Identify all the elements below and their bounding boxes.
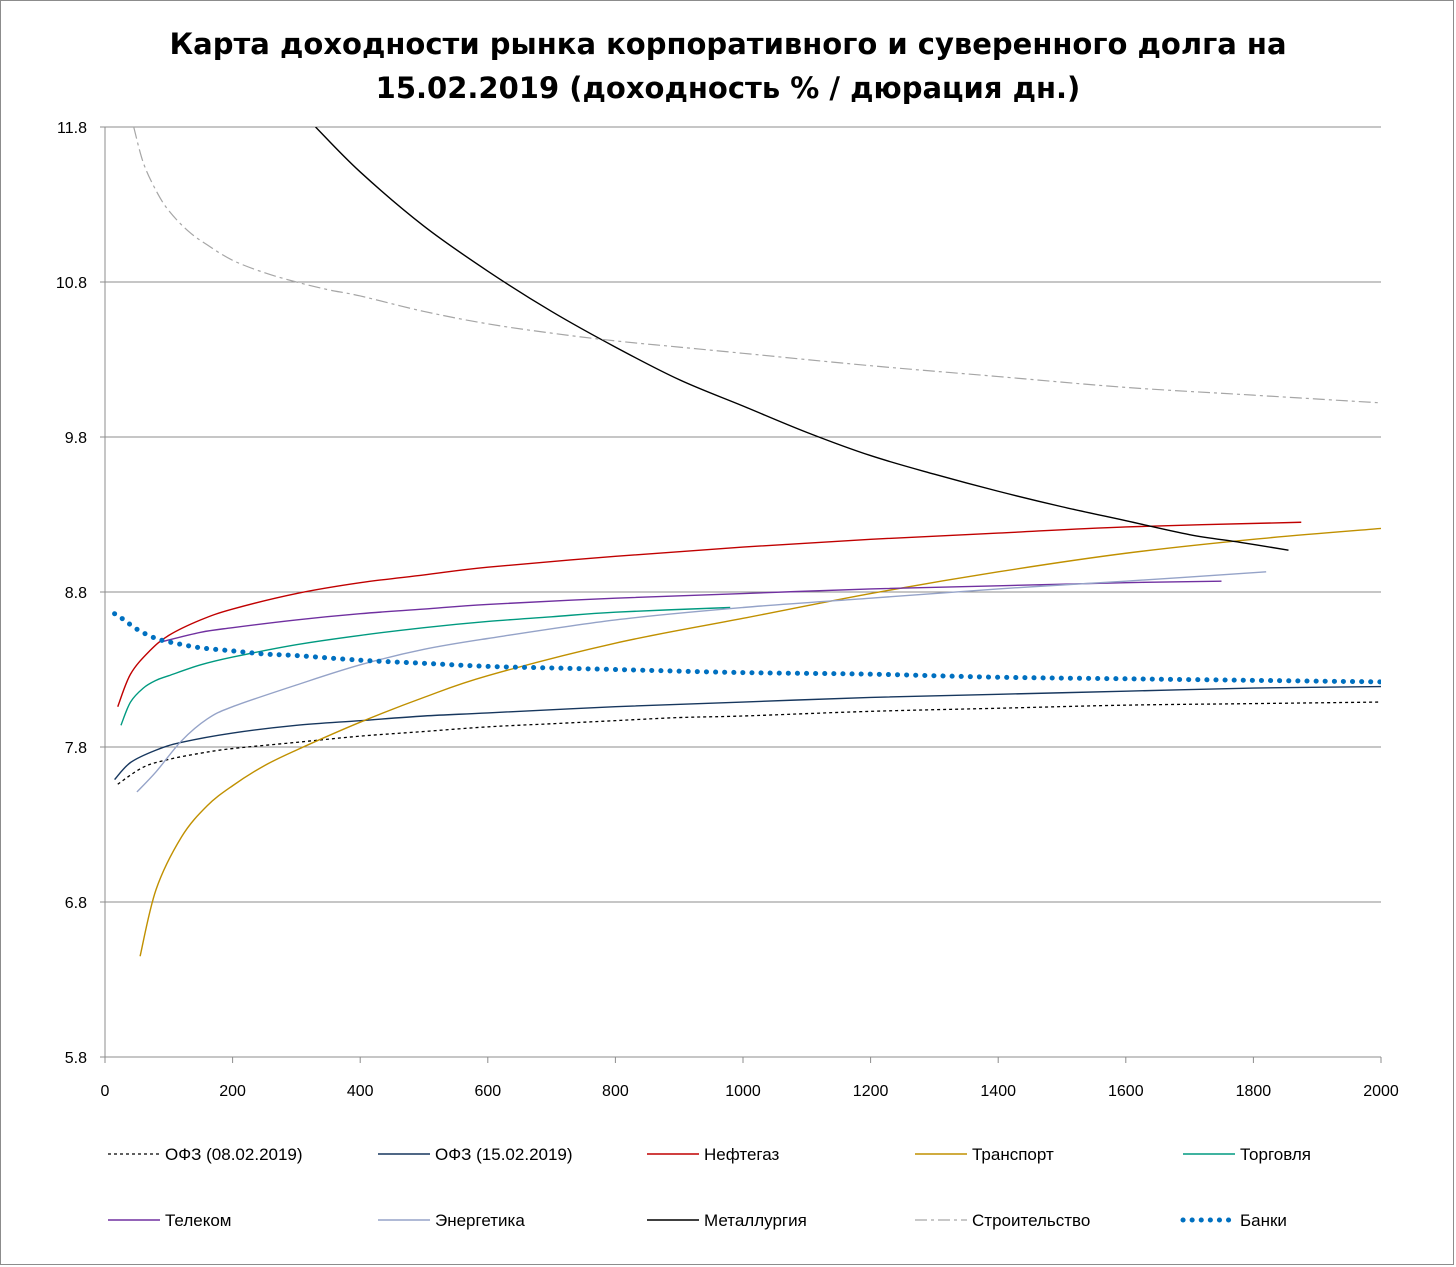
legend-label: Строительство (972, 1211, 1090, 1230)
series-line-6 (162, 580, 1222, 643)
legend: ОФЗ (08.02.2019) ОФЗ (15.02.2019) Нефтегаз… (108, 1145, 1311, 1230)
legend-item-7: Энергетика (378, 1211, 525, 1230)
xtick-label: 1200 (853, 1083, 889, 1100)
legend-item-9: Строительство (915, 1211, 1090, 1230)
legend-item-5: Торговля (1183, 1145, 1311, 1164)
ytick-label: 8.8 (65, 585, 87, 602)
xtick-label: 0 (101, 1083, 110, 1100)
tick-labels: 11.8 10.8 9.8 8.8 7.8 6.8 5.8 0 200 400 600 800 1000… (56, 120, 1399, 1100)
legend-item-2: ОФЗ (15.02.2019) (378, 1145, 573, 1164)
ytick-label: 11.8 (57, 120, 87, 137)
legend-item-3: Нефтегаз (647, 1145, 779, 1164)
chart-title: Карта доходности рынка корпоративного и … (169, 27, 1287, 105)
ytick-label: 10.8 (56, 275, 87, 292)
series-line-10 (112, 611, 1381, 685)
series-line-3 (117, 521, 1302, 707)
series-line-7 (136, 571, 1267, 793)
axes (100, 126, 1382, 1063)
plot-area (112, 127, 1381, 957)
xtick-label: 400 (347, 1083, 374, 1100)
grid-lines (105, 126, 1381, 1058)
legend-item-6: Телеком (108, 1211, 231, 1230)
legend-label: Транспорт (972, 1145, 1054, 1164)
xtick-label: 1400 (980, 1083, 1016, 1100)
legend-label: ОФЗ (15.02.2019) (435, 1145, 573, 1164)
series-line-1 (117, 701, 1381, 785)
xtick-label: 200 (219, 1083, 246, 1100)
legend-label: ОФЗ (08.02.2019) (165, 1145, 303, 1164)
legend-item-4: Транспорт (915, 1145, 1054, 1164)
legend-label: Энергетика (435, 1211, 525, 1230)
xtick-label: 2000 (1363, 1083, 1399, 1100)
xtick-label: 600 (474, 1083, 501, 1100)
legend-item-8: Металлургия (647, 1211, 807, 1230)
legend-label: Телеком (165, 1211, 231, 1230)
xtick-label: 800 (602, 1083, 629, 1100)
legend-item-10: Банки (1180, 1211, 1287, 1230)
xtick-label: 1600 (1108, 1083, 1144, 1100)
series-line-4 (139, 527, 1381, 957)
series-line-9 (133, 127, 1381, 404)
legend-item-1: ОФЗ (08.02.2019) (108, 1145, 303, 1164)
ytick-label: 5.8 (65, 1050, 87, 1067)
ytick-label: 7.8 (65, 740, 87, 757)
series-line-5 (120, 606, 731, 726)
legend-label: Нефтегаз (704, 1145, 779, 1164)
ytick-label: 6.8 (65, 895, 87, 912)
legend-label: Металлургия (704, 1211, 807, 1230)
legend-label: Торговля (1240, 1145, 1311, 1164)
xtick-label: 1000 (725, 1083, 761, 1100)
legend-label: Банки (1240, 1211, 1287, 1230)
series-line-8 (315, 127, 1289, 551)
series-line-2 (114, 685, 1381, 781)
ytick-label: 9.8 (65, 430, 87, 447)
xtick-label: 1800 (1236, 1083, 1272, 1100)
